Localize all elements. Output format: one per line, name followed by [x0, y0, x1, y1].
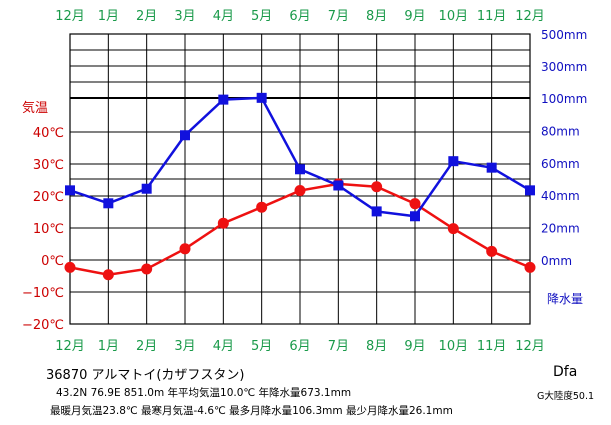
month-label-bottom: 10月: [439, 339, 469, 354]
temperature-point: [141, 263, 153, 275]
precipitation-point: [295, 164, 305, 175]
temperature-tick-label: 40℃: [33, 126, 64, 141]
month-label-top: 9月: [404, 9, 425, 24]
precipitation-tick-label: 40mm: [541, 189, 580, 203]
month-label-bottom: 9月: [404, 339, 425, 354]
precipitation-point: [525, 185, 535, 196]
temperature-point: [256, 201, 268, 213]
temperature-tick-label: −10℃: [22, 286, 64, 301]
precipitation-point: [180, 130, 190, 141]
month-label-bottom: 11月: [477, 339, 507, 354]
temperature-tick-label: 30℃: [33, 158, 64, 173]
month-label-top: 1月: [98, 9, 119, 24]
temperature-point: [486, 245, 498, 257]
temperature-point: [64, 261, 76, 273]
temperature-tick-label: 0℃: [41, 254, 64, 269]
precipitation-tick-label: 500mm: [541, 28, 587, 42]
top-month-labels: 12月 1月 2月 3月 4月 5月 6月 7月 8月 9月 10月 11月 12月: [55, 9, 545, 24]
precipitation-tick-label: 0mm: [541, 254, 572, 268]
temperature-point: [447, 223, 459, 235]
bottom-month-labels: 12月 1月 2月 3月 4月 5月 6月 7月 8月 9月 10月 11月 12月: [55, 339, 545, 354]
precipitation-tick-label: 100mm: [541, 92, 587, 106]
continentality-index: G大陸度50.1: [537, 391, 595, 402]
temperature-point: [371, 181, 383, 193]
temperature-point: [409, 198, 421, 210]
temperature-axis: −20℃ −10℃ 0℃ 10℃ 20℃ 30℃ 40℃: [22, 126, 64, 333]
precipitation-point: [65, 185, 75, 196]
month-label-bottom: 3月: [174, 339, 195, 354]
month-label-bottom: 6月: [289, 339, 310, 354]
month-label-top: 11月: [477, 9, 507, 24]
station-summary-line: 43.2N 76.9E 851.0m 年平均気温10.0℃ 年降水量673.1m…: [56, 387, 352, 399]
temperature-point: [524, 261, 536, 273]
precipitation-axis: 0mm 20mm 40mm 60mm 80mm 100mm 300mm 500mm: [541, 28, 587, 268]
month-label-bottom: 1月: [98, 339, 119, 354]
month-label-bottom: 2月: [136, 339, 157, 354]
temperature-point: [102, 269, 114, 281]
month-label-bottom: 7月: [328, 339, 349, 354]
month-label-bottom: 8月: [366, 339, 387, 354]
precipitation-point: [448, 156, 459, 167]
month-label-bottom: 12月: [515, 339, 545, 354]
precipitation-tick-label: 80mm: [541, 124, 580, 138]
precipitation-series: [65, 92, 535, 222]
chart-grid: [69, 33, 531, 325]
temperature-tick-label: 10℃: [33, 222, 64, 237]
temperature-tick-label: −20℃: [22, 318, 64, 333]
precipitation-point: [371, 206, 382, 217]
precipitation-tick-label: 300mm: [541, 60, 587, 74]
month-label-top: 10月: [439, 9, 469, 24]
month-label-top: 2月: [136, 9, 157, 24]
month-label-top: 4月: [213, 9, 234, 24]
month-label-bottom: 12月: [55, 339, 85, 354]
temperature-point: [294, 185, 306, 197]
month-label-bottom: 4月: [213, 339, 234, 354]
station-name: 36870 アルマトイ(カザフスタン): [46, 368, 245, 383]
month-label-bottom: 5月: [251, 339, 272, 354]
month-label-top: 12月: [515, 9, 545, 24]
month-label-top: 7月: [328, 9, 349, 24]
temperature-axis-title: 気温: [22, 100, 48, 116]
precipitation-point: [410, 211, 420, 222]
temperature-point: [179, 243, 191, 255]
precipitation-point: [256, 92, 267, 103]
month-label-top: 12月: [55, 9, 85, 24]
temperature-tick-label: 20℃: [33, 190, 64, 205]
month-label-top: 6月: [289, 9, 310, 24]
plot-border: [69, 33, 531, 325]
chart-frame: [69, 33, 531, 325]
koppen-class: Dfa: [553, 364, 578, 380]
month-label-top: 3月: [174, 9, 195, 24]
precipitation-tick-label: 20mm: [541, 222, 580, 236]
precipitation-tick-label: 60mm: [541, 157, 580, 171]
precipitation-point: [218, 94, 229, 105]
precipitation-point: [333, 180, 344, 191]
month-label-top: 5月: [251, 9, 272, 24]
station-extremes-line: 最暖月気温23.8℃ 最寒月気温-4.6℃ 最多月降水量106.3mm 最少月降…: [50, 405, 453, 417]
precipitation-axis-title: 降水量: [547, 292, 583, 306]
precipitation-point: [141, 183, 152, 194]
month-label-top: 8月: [366, 9, 387, 24]
precipitation-point: [103, 198, 114, 209]
precipitation-point: [486, 162, 497, 173]
temperature-point: [217, 217, 229, 229]
